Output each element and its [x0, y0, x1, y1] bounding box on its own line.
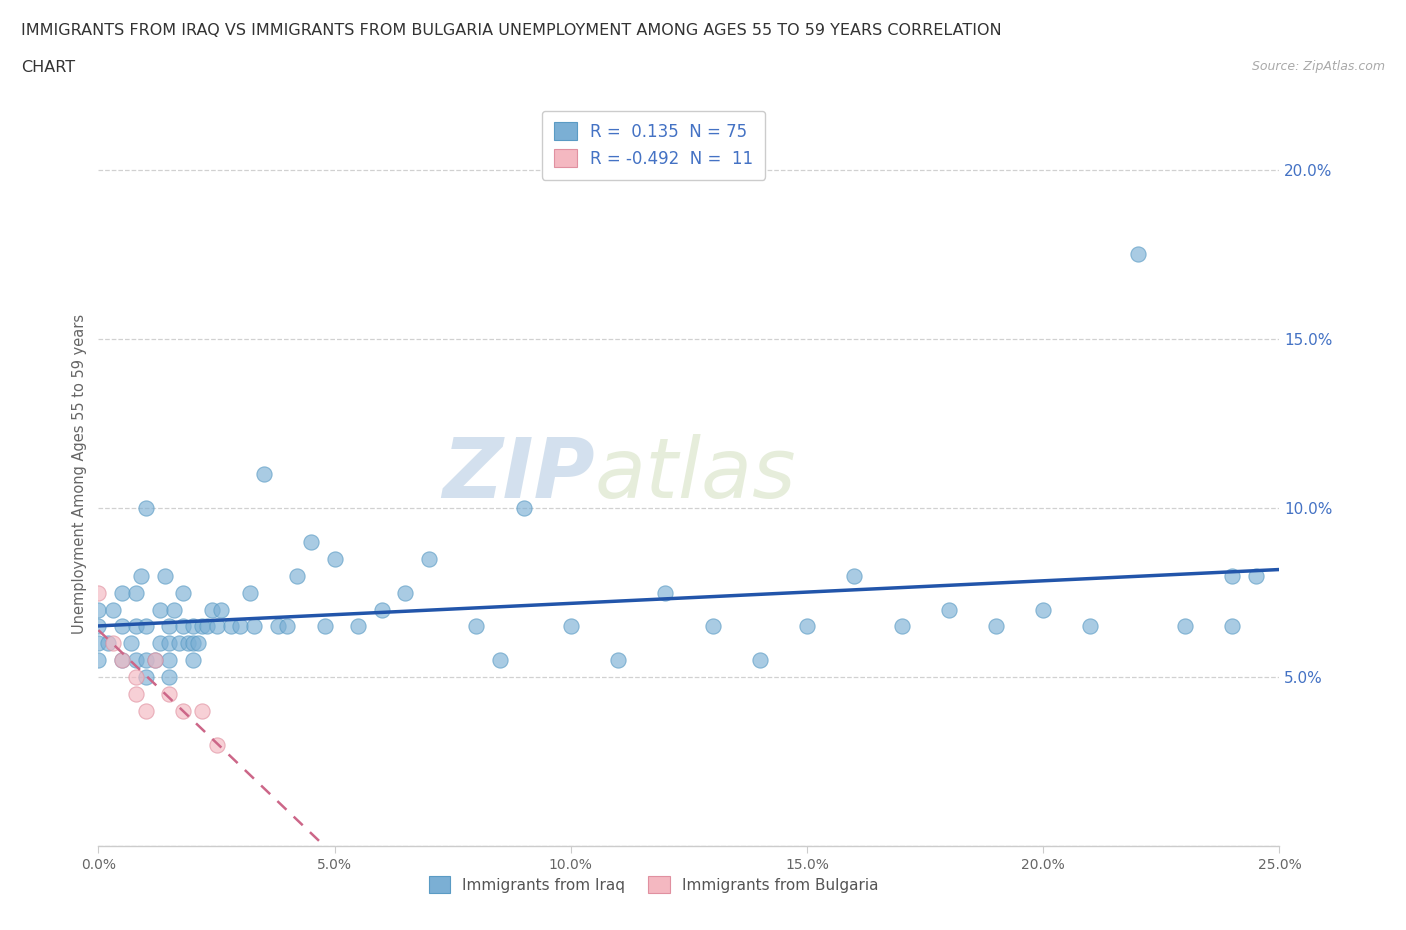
Point: [607, 653, 630, 668]
Point: [125, 686, 148, 701]
Point: [191, 704, 214, 719]
Point: [205, 619, 228, 634]
Point: [299, 535, 322, 550]
Point: [1220, 619, 1243, 634]
Point: [209, 602, 232, 617]
Point: [153, 568, 176, 583]
Point: [157, 686, 180, 701]
Text: CHART: CHART: [21, 60, 75, 75]
Point: [172, 704, 194, 719]
Point: [560, 619, 582, 634]
Point: [276, 619, 298, 634]
Point: [87, 653, 110, 668]
Point: [87, 602, 110, 617]
Point: [135, 500, 157, 515]
Point: [167, 636, 190, 651]
Point: [181, 619, 204, 634]
Point: [111, 585, 134, 600]
Point: [101, 602, 124, 617]
Point: [149, 602, 172, 617]
Legend: Immigrants from Iraq, Immigrants from Bulgaria: Immigrants from Iraq, Immigrants from Bu…: [419, 867, 887, 902]
Point: [323, 551, 346, 566]
Point: [172, 619, 194, 634]
Point: [796, 619, 818, 634]
Text: atlas: atlas: [595, 433, 796, 515]
Point: [125, 619, 148, 634]
Point: [111, 653, 134, 668]
Point: [938, 602, 960, 617]
Text: IMMIGRANTS FROM IRAQ VS IMMIGRANTS FROM BULGARIA UNEMPLOYMENT AMONG AGES 55 TO 5: IMMIGRANTS FROM IRAQ VS IMMIGRANTS FROM …: [21, 23, 1001, 38]
Point: [1126, 247, 1149, 262]
Point: [285, 568, 308, 583]
Point: [135, 704, 157, 719]
Text: ZIP: ZIP: [441, 433, 595, 515]
Point: [163, 602, 186, 617]
Point: [111, 653, 134, 668]
Point: [157, 636, 180, 651]
Point: [1244, 568, 1267, 583]
Point: [418, 551, 440, 566]
Point: [654, 585, 676, 600]
Point: [121, 636, 143, 651]
Point: [157, 653, 180, 668]
Point: [125, 670, 148, 684]
Point: [101, 636, 124, 651]
Point: [135, 670, 157, 684]
Point: [172, 585, 194, 600]
Point: [219, 619, 242, 634]
Point: [239, 585, 262, 600]
Point: [1220, 568, 1243, 583]
Point: [243, 619, 266, 634]
Point: [267, 619, 290, 634]
Point: [205, 737, 228, 752]
Point: [465, 619, 488, 634]
Point: [1174, 619, 1197, 634]
Y-axis label: Unemployment Among Ages 55 to 59 years: Unemployment Among Ages 55 to 59 years: [72, 314, 87, 634]
Point: [129, 568, 152, 583]
Point: [143, 653, 166, 668]
Point: [984, 619, 1007, 634]
Point: [87, 585, 110, 600]
Point: [314, 619, 336, 634]
Point: [201, 602, 224, 617]
Point: [229, 619, 252, 634]
Point: [195, 619, 218, 634]
Point: [253, 467, 276, 482]
Point: [149, 636, 172, 651]
Point: [512, 500, 534, 515]
Point: [1080, 619, 1102, 634]
Point: [748, 653, 770, 668]
Point: [890, 619, 912, 634]
Point: [489, 653, 512, 668]
Point: [111, 619, 134, 634]
Text: Source: ZipAtlas.com: Source: ZipAtlas.com: [1251, 60, 1385, 73]
Point: [394, 585, 416, 600]
Point: [157, 619, 180, 634]
Point: [844, 568, 866, 583]
Point: [157, 670, 180, 684]
Point: [181, 636, 204, 651]
Point: [135, 619, 157, 634]
Point: [125, 653, 148, 668]
Point: [97, 636, 120, 651]
Point: [347, 619, 370, 634]
Point: [702, 619, 724, 634]
Point: [191, 619, 214, 634]
Point: [143, 653, 166, 668]
Point: [1032, 602, 1054, 617]
Point: [181, 653, 204, 668]
Point: [177, 636, 200, 651]
Point: [125, 585, 148, 600]
Point: [87, 636, 110, 651]
Point: [371, 602, 394, 617]
Point: [135, 653, 157, 668]
Point: [187, 636, 209, 651]
Point: [87, 619, 110, 634]
